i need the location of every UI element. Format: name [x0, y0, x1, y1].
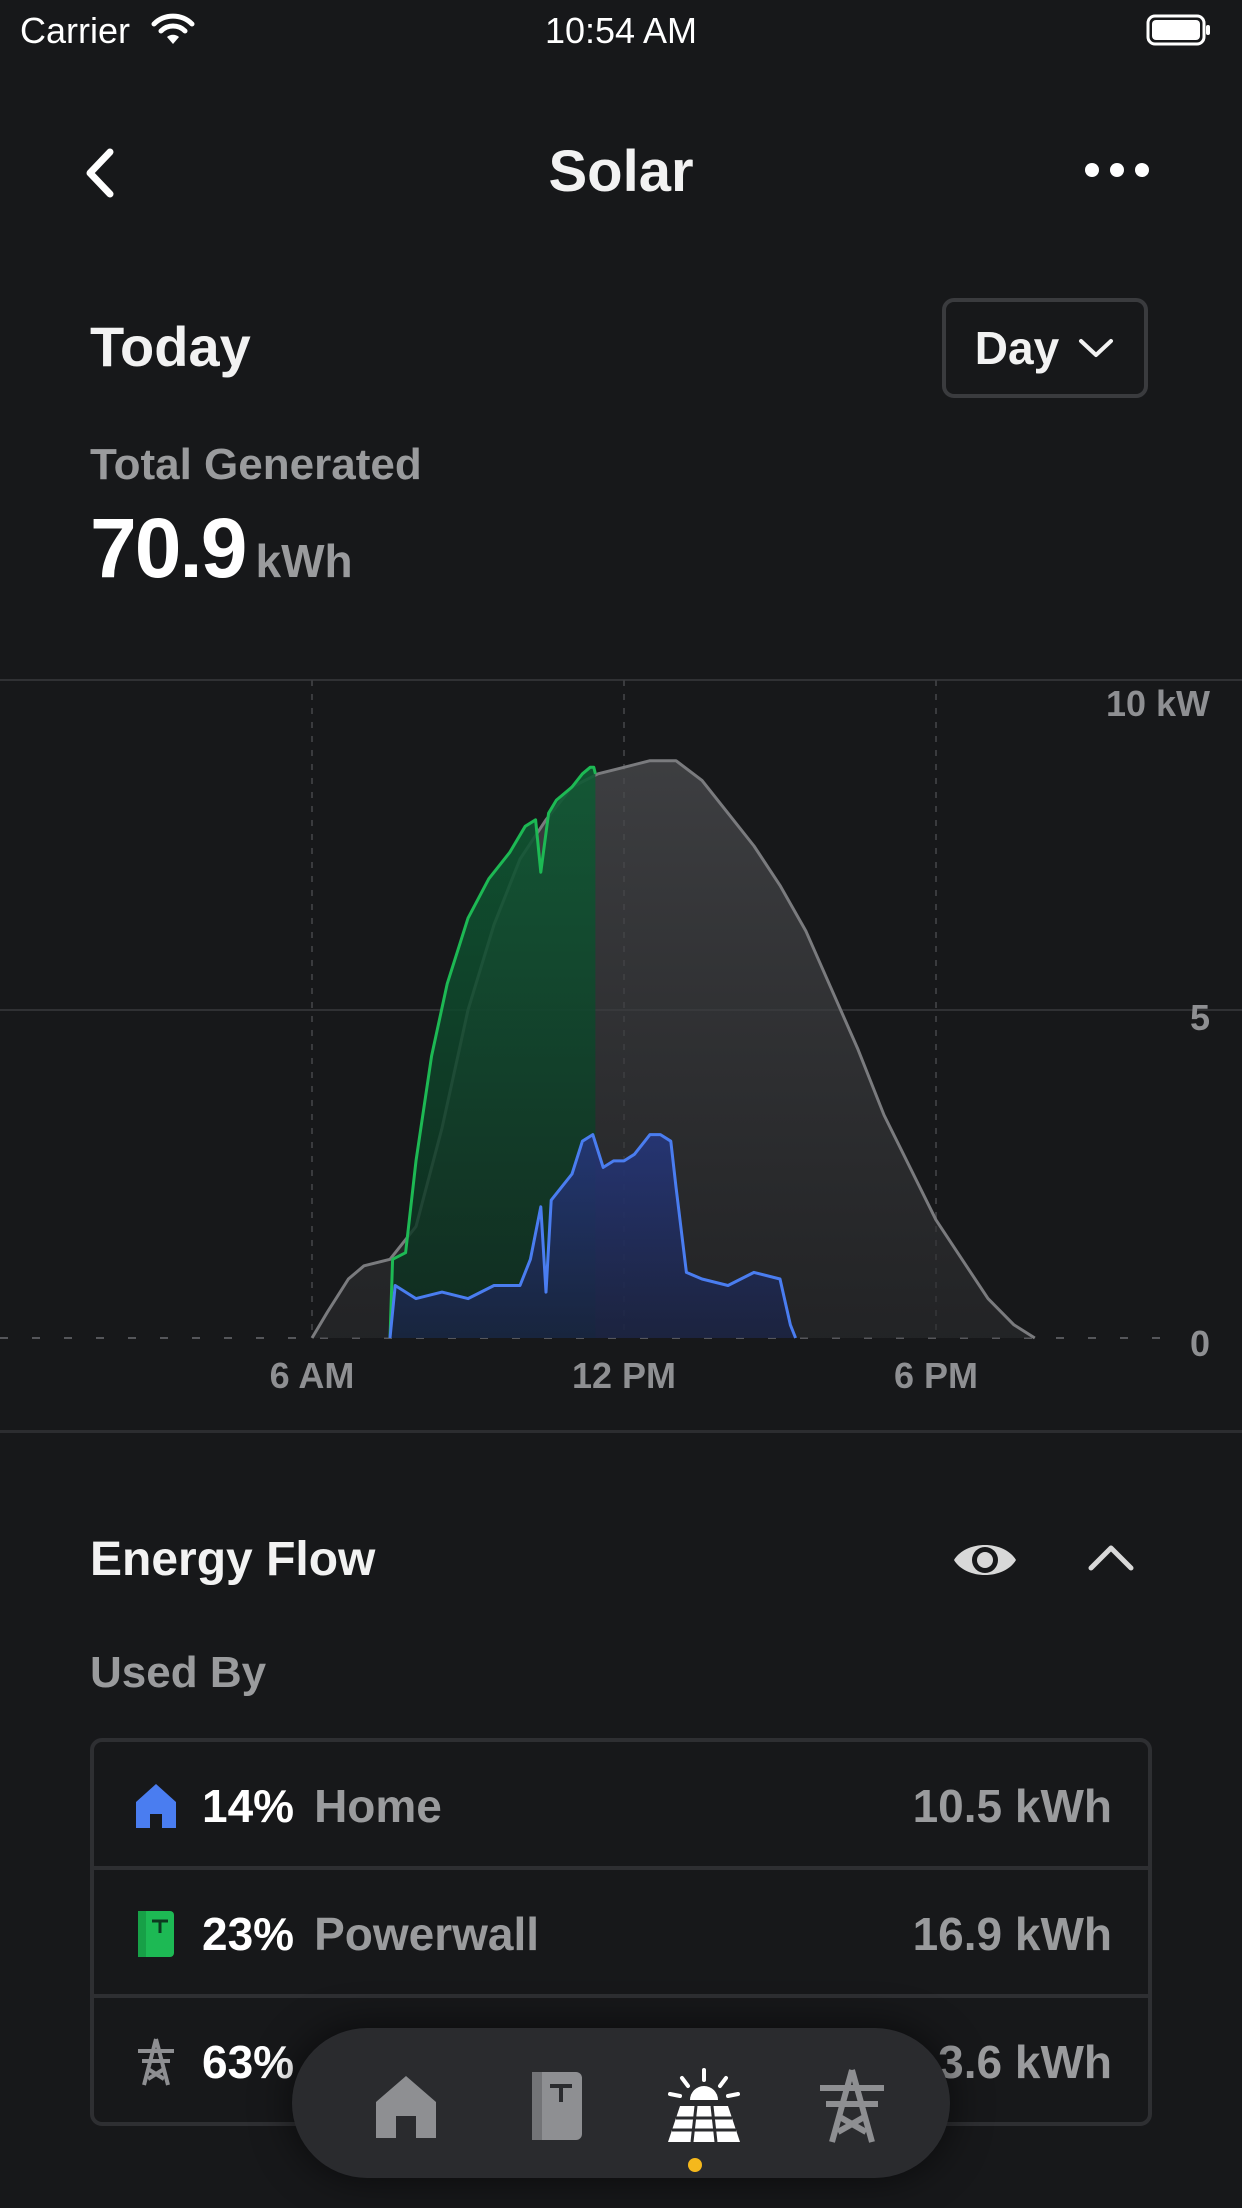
energy-flow-table: 14% Home 10.5 kWh 23% Powerwall 16.9 kWh…: [90, 1738, 1152, 2126]
used-by-label: Used By: [90, 1648, 267, 1697]
x-tick-6pm: 6 PM: [894, 1355, 978, 1396]
status-carrier: Carrier: [20, 10, 131, 51]
powerwall-icon: [138, 1911, 174, 1957]
wifi-icon: [151, 13, 195, 44]
flow-value: 16.9 kWh: [912, 1908, 1112, 1960]
series-powerwall-line: [388, 765, 597, 1339]
flow-label: Home: [314, 1780, 442, 1832]
tab-grid-icon[interactable]: [812, 2066, 892, 2146]
chevron-up-icon[interactable]: [1086, 1536, 1136, 1580]
row-divider: [94, 1866, 1148, 1870]
row-divider: [94, 1994, 1148, 1998]
period-dropdown[interactable]: Day: [942, 298, 1148, 398]
tab-powerwall-icon[interactable]: [516, 2066, 596, 2146]
eye-icon[interactable]: [950, 1534, 1020, 1586]
section-divider: [0, 1430, 1242, 1433]
flow-percent: 14%: [202, 1780, 295, 1832]
total-value-unit: kWh: [255, 535, 353, 587]
flow-percent: 63%: [202, 2036, 295, 2088]
flow-value: 3.6 kWh: [938, 2036, 1112, 2088]
solar-chart: 10 kW 5 0 6 AM 12 PM 6 PM: [0, 679, 1242, 1396]
period-title: Today: [90, 315, 251, 378]
tab-home-icon[interactable]: [366, 2066, 446, 2146]
energy-flow-title: Energy Flow: [90, 1533, 376, 1586]
tab-solar-icon[interactable]: [664, 2066, 744, 2146]
period-dropdown-label: Day: [974, 322, 1060, 374]
flow-row-home[interactable]: 14% Home 10.5 kWh: [94, 1742, 1148, 1870]
back-icon[interactable]: [76, 138, 126, 208]
home-icon: [136, 1784, 176, 1828]
x-tick-12pm: 12 PM: [572, 1355, 676, 1396]
series-home-line: [388, 1133, 797, 1339]
flow-label: Powerwall: [314, 1908, 540, 1960]
battery-icon: [1146, 14, 1210, 46]
page-title: Solar: [548, 139, 694, 204]
flow-value: 10.5 kWh: [912, 1780, 1112, 1832]
total-generated-label: Total Generated: [90, 440, 422, 489]
x-tick-6am: 6 AM: [270, 1355, 355, 1396]
total-generated-value: 70.9 kWh: [90, 500, 353, 597]
total-value-number: 70.9: [90, 501, 247, 595]
y-tick-0: 0: [1190, 1323, 1210, 1364]
tab-bar: [292, 2028, 950, 2178]
more-options-icon[interactable]: [1082, 150, 1152, 190]
chevron-down-icon: [1079, 339, 1114, 357]
flow-row-grid[interactable]: 63% 3.6 kWh: [94, 1998, 1148, 2122]
series-powerwall-area: [390, 767, 596, 1338]
status-time: 10:54 AM: [544, 10, 698, 51]
flow-row-powerwall[interactable]: 23% Powerwall 16.9 kWh: [94, 1870, 1148, 1998]
grid-tower-icon: [138, 2038, 174, 2086]
flow-percent: 23%: [202, 1908, 295, 1960]
y-tick-5: 5: [1190, 997, 1210, 1038]
active-tab-indicator: [688, 2158, 702, 2172]
y-tick-10: 10 kW: [1106, 683, 1210, 724]
